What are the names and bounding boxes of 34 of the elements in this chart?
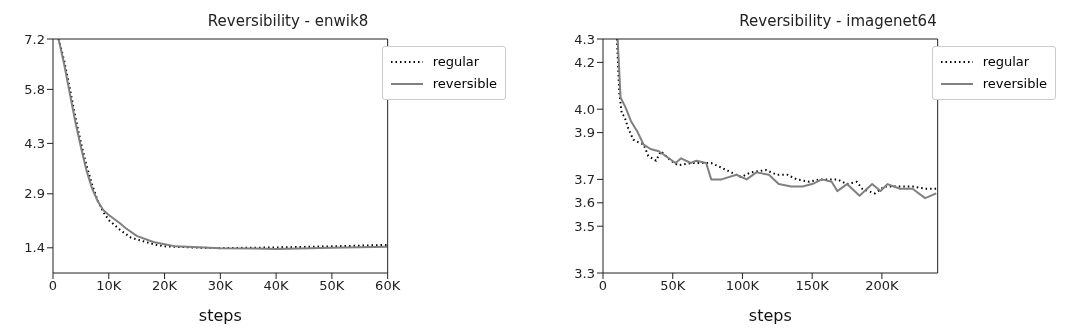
- x-tick-label: 150K: [795, 278, 830, 294]
- y-tick-label: 2.9: [24, 186, 45, 202]
- y-tick-label: 3.9: [574, 125, 595, 141]
- y-tick-label: 4.3: [24, 136, 45, 152]
- chart-title: Reversibility - imagenet64: [738, 12, 938, 30]
- x-tick-label: 20K: [152, 278, 178, 294]
- line-series: [57, 39, 388, 250]
- x-tick-label: 40K: [263, 278, 290, 294]
- legend-label: reversible: [432, 75, 497, 93]
- y-tick-label: 3.7: [574, 172, 595, 188]
- x-tick-label: 0: [48, 278, 58, 294]
- x-tick-label: 200K: [865, 278, 900, 294]
- x-axis-title: steps: [198, 306, 242, 325]
- y-tick-label: 4.0: [574, 101, 595, 117]
- legend-label: regular: [982, 53, 1030, 71]
- legend-label: regular: [432, 53, 480, 71]
- y-tick-label: 3.5: [574, 218, 595, 234]
- x-tick-label: 30K: [207, 278, 234, 294]
- x-tick-label: 10K: [96, 278, 122, 294]
- y-tick-label: 1.4: [24, 240, 45, 256]
- y-tick-label: 3.3: [574, 265, 595, 281]
- x-tick-label: 0: [598, 278, 608, 294]
- y-tick-label: 7.2: [24, 31, 45, 47]
- x-tick-label: 50K: [660, 278, 686, 294]
- y-tick-label: 4.2: [574, 55, 595, 71]
- y-tick-label: 3.6: [574, 195, 595, 211]
- chart-title: Reversibility - enwik8: [206, 12, 370, 30]
- y-tick-label: 4.3: [574, 31, 595, 47]
- x-tick-label: 50K: [319, 278, 345, 294]
- y-tick-label: 5.8: [24, 82, 45, 98]
- x-axis-title: steps: [748, 306, 792, 325]
- x-tick-label: 100K: [725, 278, 760, 294]
- legend-label: reversible: [982, 75, 1047, 93]
- x-tick-label: 60K: [375, 278, 401, 294]
